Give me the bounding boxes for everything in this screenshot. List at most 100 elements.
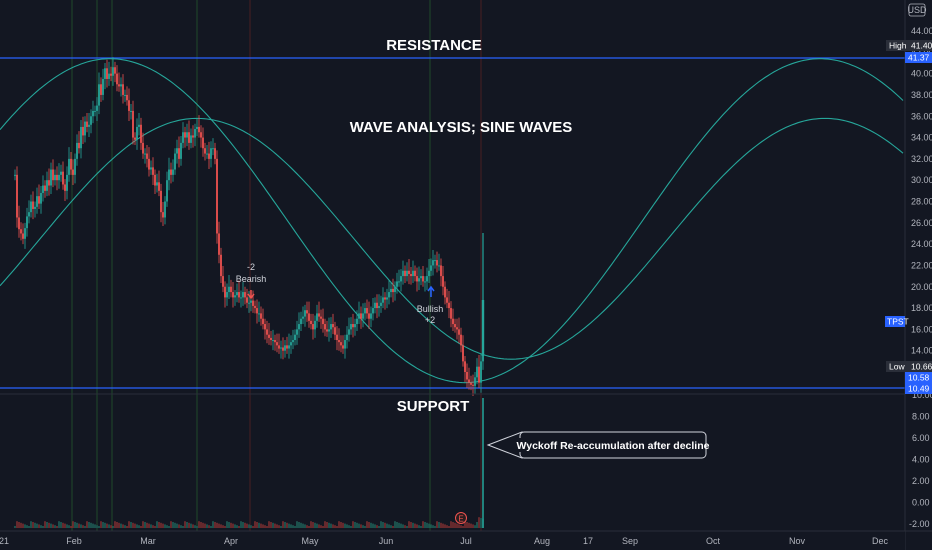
candle-body: [436, 260, 438, 266]
volume-bar: [242, 522, 244, 528]
candle-body: [272, 340, 274, 342]
candle-body: [414, 270, 416, 277]
candle-body: [466, 372, 468, 380]
resistance-tag: 41.37: [905, 52, 932, 63]
earnings-marker[interactable]: E: [455, 512, 467, 524]
candle-body: [396, 281, 398, 287]
last-price-tag: 10.49: [905, 383, 932, 394]
volume-bar: [70, 526, 72, 528]
candle-body: [118, 84, 120, 87]
volume-bar: [202, 522, 204, 528]
lower-tick-label: 2.00: [912, 476, 930, 486]
candle-body: [190, 135, 192, 143]
candle-body: [248, 302, 250, 304]
volume-bar: [470, 523, 472, 528]
time-tick-label: Nov: [789, 536, 806, 546]
candle-body: [168, 169, 170, 181]
candle-body: [432, 260, 434, 266]
bullish-signal-number: +2: [425, 315, 435, 325]
volume-bars: [14, 517, 484, 528]
price-tick-label: 26.00: [911, 218, 932, 228]
candle-body: [352, 324, 354, 328]
price-tick-label: 30.00: [911, 175, 932, 185]
resistance-tag-value: 41.37: [908, 53, 930, 63]
volume-bar: [400, 523, 402, 528]
candle-body: [310, 320, 312, 325]
volume-bar: [24, 524, 26, 528]
volume-bar: [96, 525, 98, 528]
candle-body: [36, 196, 38, 207]
volume-bar: [192, 524, 194, 528]
volume-bar: [156, 521, 158, 528]
low-tag-value: 10.66: [911, 362, 932, 372]
candle-body: [278, 345, 280, 349]
candle-body: [46, 180, 48, 191]
candle-body: [16, 174, 18, 218]
candle-body: [404, 270, 406, 277]
spike-candle: [481, 300, 485, 356]
volume-bar: [194, 525, 196, 528]
volume-bar: [320, 525, 322, 528]
candle-body: [146, 153, 148, 159]
volume-bar: [216, 522, 218, 528]
candle-body: [232, 292, 234, 298]
price-tick-label: 20.00: [911, 282, 932, 292]
candle-body: [370, 313, 372, 319]
candle-body: [40, 192, 42, 204]
sine-wave-small[interactable]: [0, 117, 904, 360]
volume-bar: [430, 524, 432, 528]
volume-bar: [402, 524, 404, 528]
volume-bar: [384, 522, 386, 528]
candle-body: [240, 297, 242, 299]
volume-bar: [170, 521, 172, 528]
sine-wave-large[interactable]: [0, 58, 904, 384]
candle-body: [320, 316, 322, 319]
volume-bar: [264, 525, 266, 528]
candle-body: [390, 288, 392, 293]
candle-body: [324, 324, 326, 330]
volume-bar: [374, 524, 376, 528]
volume-bar: [246, 523, 248, 528]
volume-bar: [368, 522, 370, 528]
candle-body: [112, 67, 114, 76]
candle-body: [204, 148, 206, 154]
candle-body: [42, 185, 44, 193]
volume-bar: [392, 526, 394, 528]
currency-badge[interactable]: [908, 3, 926, 17]
volume-bar: [58, 521, 60, 528]
volume-bar: [358, 523, 360, 528]
candle-body: [312, 324, 314, 330]
candle-body: [288, 345, 290, 349]
volume-bar: [350, 526, 352, 528]
candle-body: [120, 84, 122, 87]
candle-body: [18, 217, 20, 230]
candle-body: [66, 174, 68, 191]
candle-body: [94, 110, 96, 112]
time-tick-label: Aug: [534, 536, 550, 546]
wyckoff-callout[interactable]: Wyckoff Re-accumulation after decline: [486, 431, 710, 459]
volume-bar: [134, 523, 136, 528]
candle-body: [274, 340, 276, 343]
wave-analysis-label: WAVE ANALYSIS; SINE WAVES: [350, 119, 573, 136]
candle-body: [104, 68, 106, 79]
candle-body: [342, 345, 344, 349]
volume-bar: [370, 522, 372, 528]
candle-body: [86, 121, 88, 127]
candle-body: [136, 126, 138, 140]
price-axis[interactable]: 44.0042.0040.0038.0036.0034.0032.0030.00…: [904, 0, 932, 550]
time-tick-label: Sep: [622, 536, 638, 546]
volume-bar: [310, 521, 312, 528]
volume-bar: [340, 522, 342, 528]
volume-bar: [282, 521, 284, 528]
candle-body: [474, 377, 476, 386]
time-axis[interactable]: 21 Feb Mar Apr May Jun Jul Aug 17 Sep Oct Nov Dec: [0, 530, 932, 550]
volume-bar: [390, 525, 392, 528]
candle-body: [338, 340, 340, 343]
volume-bar: [346, 524, 348, 528]
volume-bar: [252, 526, 254, 528]
candle-body: [196, 126, 198, 130]
candle-body: [76, 142, 78, 159]
volume-bar: [316, 523, 318, 528]
